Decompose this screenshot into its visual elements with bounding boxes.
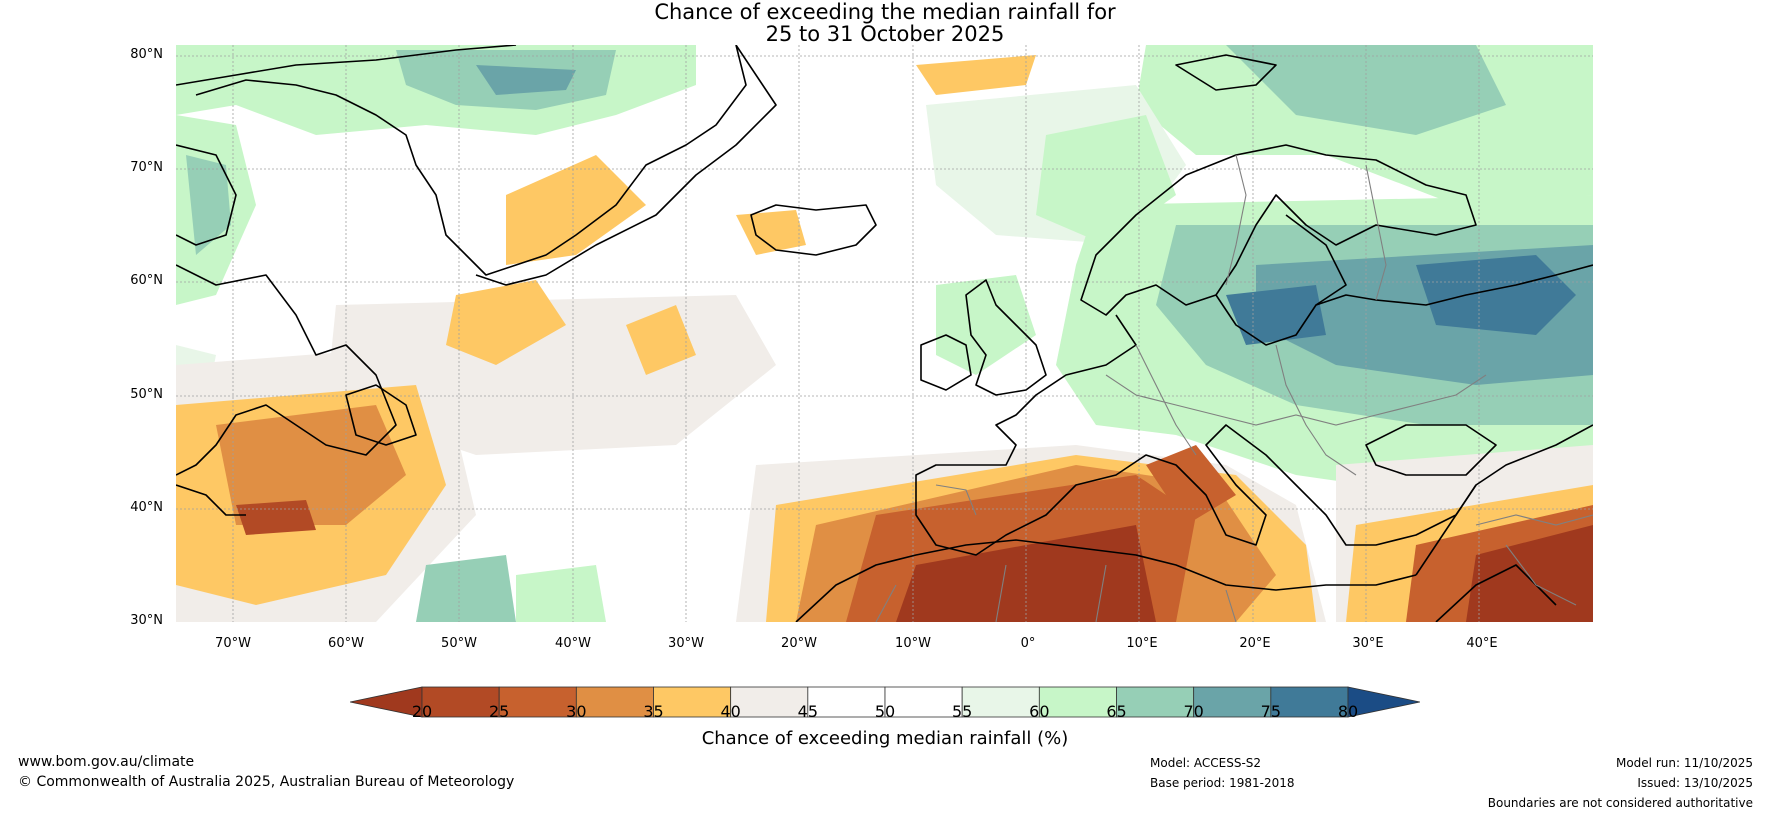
colorbar-tick-50: 50	[874, 702, 896, 721]
lon-label-20e: 20°E	[1239, 636, 1271, 651]
colorbar-tick-70: 70	[1183, 702, 1204, 721]
colorbar-segment-25-30	[498, 686, 577, 718]
border-iberia	[935, 484, 977, 516]
footer-model-run: Model run: 11/10/2025	[1615, 756, 1753, 770]
colorbar-label: Chance of exceeding median rainfall (%)	[701, 728, 1069, 749]
colorbar-segment-35-40	[653, 686, 732, 718]
coast-black-sea	[1365, 424, 1497, 476]
border-finland-russia	[1365, 164, 1387, 301]
lon-label-60w: 60°W	[328, 636, 364, 651]
footer-model: Model: ACCESS-S2	[1150, 756, 1262, 770]
coast-ireland	[920, 334, 972, 391]
lon-label-10e: 10°E	[1126, 636, 1158, 651]
coast-greenland-east	[475, 45, 777, 286]
shade-baltic-deep	[1226, 285, 1326, 345]
footer-issued: Issued: 13/10/2025	[1637, 776, 1753, 790]
footer-copyright: © Commonwealth of Australia 2025, Austra…	[18, 774, 515, 790]
lon-label-40e: 40°E	[1466, 636, 1498, 651]
coast-britain	[965, 279, 1047, 396]
shade-labrador-teal	[186, 155, 231, 255]
lon-label-20w: 20°W	[781, 636, 817, 651]
coast-labrador	[176, 264, 397, 476]
coast-iceland	[750, 204, 877, 256]
coast-svalbard	[1175, 54, 1277, 91]
lat-label-30n: 30°N	[130, 613, 163, 628]
colorbar-segment-40-45	[730, 686, 809, 718]
rainfall-shading	[176, 45, 1593, 622]
border-scandinavia	[1225, 154, 1247, 286]
coast-norway	[1080, 144, 1477, 316]
footer-disclaimer: Boundaries are not considered authoritat…	[1487, 796, 1753, 810]
colorbar-tick-20: 20	[411, 702, 433, 721]
shade-arctic-deep	[476, 65, 576, 95]
border-east-europe	[1275, 344, 1357, 476]
map-title-line1: Chance of exceeding the median rainfall …	[654, 0, 1116, 24]
lat-label-50n: 50°N	[130, 387, 163, 402]
coast-finland	[1285, 214, 1347, 306]
shade-uk-green	[936, 275, 1036, 375]
colorbar-segment-50-55	[884, 686, 963, 718]
lat-label-80n: 80°N	[130, 47, 163, 62]
colorbar-segment-75-80	[1270, 686, 1349, 718]
colorbar-segment-55-60	[961, 686, 1040, 718]
lon-label-10w: 10°W	[895, 636, 931, 651]
shade-south-teal	[416, 555, 516, 622]
lat-label-40n: 40°N	[130, 500, 163, 515]
coast-us-east	[176, 484, 246, 516]
country-borders	[875, 154, 1593, 622]
colorbar-tick-60: 60	[1029, 702, 1050, 721]
shade-greenland-dry	[506, 155, 646, 265]
coast-baffin	[176, 144, 237, 246]
colorbar-tick-75: 75	[1260, 702, 1281, 721]
coastlines	[176, 45, 1593, 622]
colorbar-tick-55: 55	[951, 702, 973, 721]
border-central-europe	[1105, 374, 1487, 426]
shade-eeurope-darkest	[1416, 255, 1576, 335]
colorbar	[350, 686, 1420, 718]
shade-midatlantic-dry	[446, 280, 566, 365]
shade-south-teal2	[516, 565, 606, 622]
shade-ne-us-rust	[236, 500, 316, 535]
colorbar-tick-45: 45	[797, 702, 818, 721]
map-canvas	[176, 45, 1593, 622]
coast-baltic	[1215, 264, 1593, 346]
lon-label-40w: 40°W	[555, 636, 591, 651]
coast-greenland	[176, 45, 747, 276]
lat-label-60n: 60°N	[130, 273, 163, 288]
lon-label-30e: 30°E	[1352, 636, 1384, 651]
lon-label-50w: 50°W	[441, 636, 477, 651]
footer-website: www.bom.gov.au/climate	[18, 754, 195, 770]
border-central-europe2	[1135, 344, 1197, 456]
shade-italy-red	[1146, 445, 1236, 525]
coast-north-africa	[795, 539, 1417, 622]
colorbar-tick-65: 65	[1106, 702, 1127, 721]
graticule	[176, 45, 1593, 622]
colorbar-tick-25: 25	[488, 702, 510, 721]
colorbar-segment-65-70	[1116, 686, 1195, 718]
colorbar-tick-80: 80	[1337, 702, 1359, 721]
shade-arctic-dry	[916, 55, 1036, 95]
coast-newfoundland	[345, 384, 417, 446]
colorbar-segment-45-50	[807, 686, 886, 718]
map-title-line2: 25 to 31 October 2025	[765, 22, 1005, 46]
colorbar-segment-70-75	[1193, 686, 1272, 718]
colorbar-tick-30: 30	[566, 702, 587, 721]
colorbar-tick-40: 40	[720, 702, 741, 721]
border-middle-east	[1475, 514, 1593, 606]
lon-label-0: 0°	[1020, 636, 1036, 651]
colorbar-segment-20-25	[421, 686, 500, 718]
border-north-africa	[875, 564, 1237, 622]
colorbar-arrow-high	[1347, 686, 1420, 718]
shade-iceland-dry	[736, 210, 806, 255]
coast-levant	[1415, 484, 1477, 576]
shade-midatlantic-dry2	[626, 305, 696, 375]
lon-label-30w: 30°W	[668, 636, 704, 651]
colorbar-tick-35: 35	[643, 702, 664, 721]
footer-base-period: Base period: 1981-2018	[1150, 776, 1295, 790]
coast-europe-west	[915, 314, 1593, 556]
lon-label-70w: 70°W	[215, 636, 251, 651]
colorbar-segment-60-65	[1038, 686, 1117, 718]
lat-label-70n: 70°N	[130, 160, 163, 175]
rainfall-map	[176, 45, 1593, 622]
